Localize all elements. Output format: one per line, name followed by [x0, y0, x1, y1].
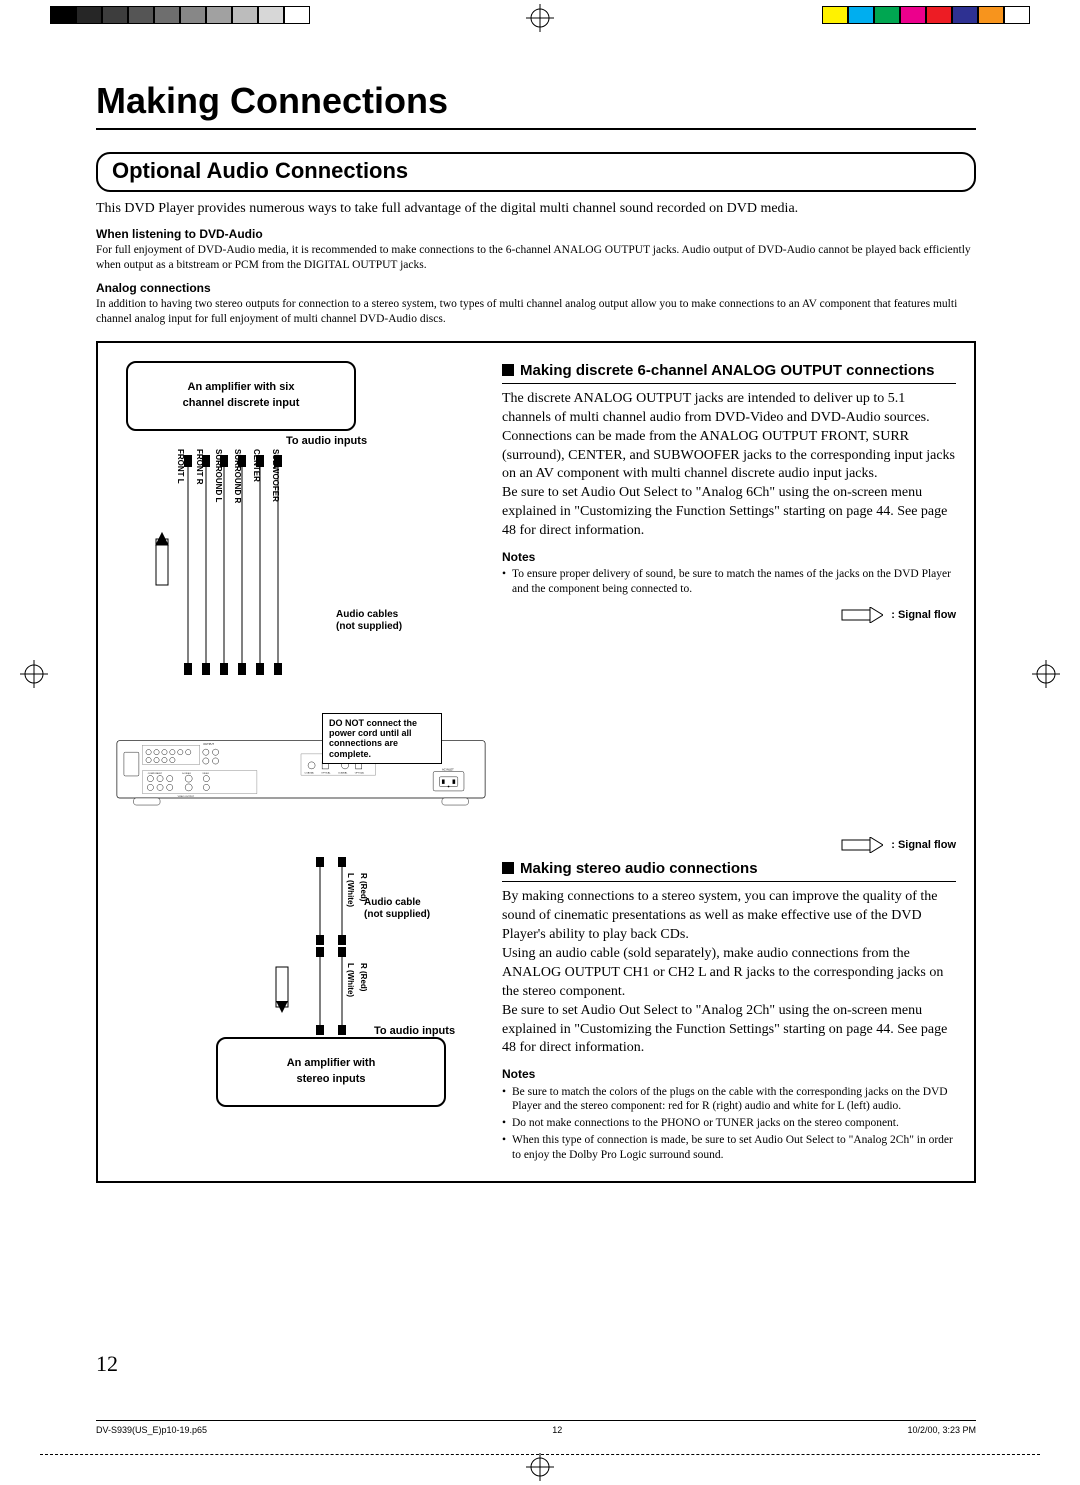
- notes2-list: Be sure to match the colors of the plugs…: [502, 1085, 956, 1164]
- amplifier-6ch-box: An amplifier with six channel discrete i…: [126, 361, 356, 431]
- amplifier-stereo-box: An amplifier with stereo inputs: [216, 1037, 446, 1107]
- page-content: Making Connections Optional Audio Connec…: [96, 80, 976, 1183]
- p2b: Using an audio cable (sold separately), …: [502, 945, 956, 1002]
- svg-text:VIDEO: VIDEO: [202, 773, 209, 775]
- signal-flow-row-2: : Signal flow: [502, 837, 956, 853]
- svg-text:S-VIDEO: S-VIDEO: [182, 773, 191, 775]
- signal-arrow-icon: [841, 607, 883, 623]
- svg-text:COMPONENT: COMPONENT: [148, 773, 163, 775]
- p2a: By making connections to a stereo system…: [502, 888, 956, 945]
- calibration-bar-right: [822, 6, 1030, 24]
- registration-mark-bottom: [526, 1453, 554, 1481]
- footer: DV-S939(US_E)p10-19.p65 12 10/2/00, 3:23…: [96, 1420, 976, 1435]
- notes1-list: To ensure proper delivery of sound, be s…: [502, 567, 956, 597]
- heading-6ch-text: Making discrete 6-channel ANALOG OUTPUT …: [520, 361, 935, 381]
- diagram-left: An amplifier with six channel discrete i…: [116, 361, 486, 1164]
- six-cable-svg: [116, 449, 486, 679]
- notes1-heading: Notes: [502, 549, 956, 565]
- signal-flow-label-2: : Signal flow: [891, 838, 956, 853]
- p2c: Be sure to set Audio Out Select to "Anal…: [502, 1002, 956, 1059]
- intro-text: This DVD Player provides numerous ways t…: [96, 200, 976, 219]
- registration-mark-top: [526, 4, 554, 32]
- cut-line: [40, 1454, 1040, 1455]
- page-title: Making Connections: [96, 80, 976, 130]
- power-warning-box: DO NOT connect the power cord until all …: [322, 713, 442, 764]
- diagram-frame: An amplifier with six channel discrete i…: [96, 341, 976, 1184]
- svg-text:AC INLET: AC INLET: [442, 767, 454, 771]
- audio-cables-label: Audio cables (not supplied): [336, 609, 402, 633]
- square-bullet-icon: [502, 862, 514, 874]
- notes2-heading: Notes: [502, 1066, 956, 1082]
- footer-timestamp: 10/2/00, 3:23 PM: [907, 1425, 976, 1435]
- footer-page: 12: [552, 1425, 562, 1435]
- signal-arrow-icon: [841, 837, 883, 853]
- square-bullet-icon: [502, 364, 514, 376]
- p1a: The discrete ANALOG OUTPUT jacks are int…: [502, 390, 956, 484]
- svg-text:OUTPUT: OUTPUT: [203, 742, 214, 746]
- registration-mark-left: [20, 660, 48, 688]
- stereo-cable-lower-svg: [116, 947, 486, 1037]
- lr-labels-bottom: L (White)R (Red): [346, 963, 368, 997]
- to-audio-inputs-upper: To audio inputs: [286, 435, 486, 447]
- footer-filename: DV-S939(US_E)p10-19.p65: [96, 1425, 207, 1435]
- sub1-title: When listening to DVD-Audio: [96, 227, 976, 241]
- sub2-body: In addition to having two stereo outputs…: [96, 297, 976, 327]
- stereo-cable-upper-svg: [116, 857, 486, 947]
- p1b: Be sure to set Audio Out Select to "Anal…: [502, 484, 956, 541]
- heading-6ch: Making discrete 6-channel ANALOG OUTPUT …: [502, 361, 956, 384]
- audio-cable-label: Audio cable (not supplied): [364, 897, 430, 921]
- section-header-box: Optional Audio Connections: [96, 152, 976, 192]
- registration-mark-right: [1032, 660, 1060, 688]
- to-audio-inputs-lower: To audio inputs: [374, 1025, 455, 1037]
- sub2-title: Analog connections: [96, 281, 976, 295]
- section-title: Optional Audio Connections: [112, 158, 960, 184]
- rear-panel: OUTPUT COMPONENT S-VIDEO: [116, 687, 486, 857]
- signal-flow-row-1: : Signal flow: [502, 607, 956, 623]
- heading-stereo: Making stereo audio connections: [502, 859, 956, 882]
- diagram-right: Making discrete 6-channel ANALOG OUTPUT …: [502, 361, 956, 1164]
- signal-flow-label-1: : Signal flow: [891, 608, 956, 623]
- sub1-body: For full enjoyment of DVD-Audio media, i…: [96, 243, 976, 273]
- svg-text:VIDEO OUTPUT: VIDEO OUTPUT: [178, 796, 195, 798]
- page-number: 12: [96, 1351, 118, 1377]
- heading-stereo-text: Making stereo audio connections: [520, 859, 758, 879]
- calibration-bar-left: [50, 6, 310, 24]
